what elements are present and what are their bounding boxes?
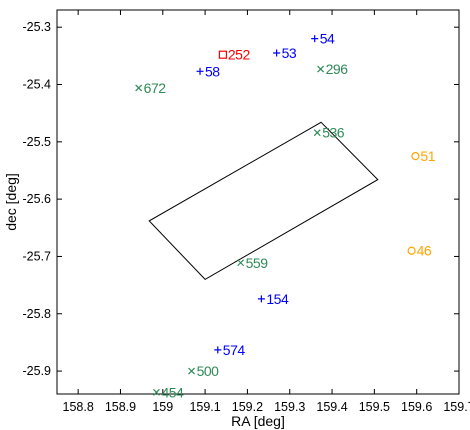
- x-axis-label: RA [deg]: [231, 413, 285, 429]
- x-tick-label: 159.7: [443, 400, 470, 414]
- point-label: 454: [161, 384, 184, 400]
- footprint-layer: [148, 121, 379, 281]
- y-tick-label: -25.4: [23, 78, 52, 92]
- x-tick-label: 158.8: [63, 400, 94, 414]
- data-point: 51: [411, 148, 436, 164]
- x-tick-label: 159.3: [274, 400, 305, 414]
- plus-marker: [196, 67, 204, 75]
- x-marker: [237, 259, 245, 267]
- x-marker: [317, 65, 325, 73]
- data-point: 54: [311, 31, 335, 47]
- x-tick-label: 159.2: [232, 400, 263, 414]
- data-point: 672: [135, 80, 167, 96]
- point-label: 574: [223, 342, 246, 358]
- y-tick-label: -25.5: [23, 135, 52, 149]
- y-tick-label: -25.6: [23, 192, 52, 206]
- data-point: 454: [153, 384, 185, 400]
- data-point: 296: [317, 61, 349, 77]
- x-marker: [313, 129, 321, 137]
- y-tick-label: -25.7: [23, 249, 52, 263]
- x-tick-label: 159: [152, 400, 173, 414]
- circle-marker: [407, 246, 416, 255]
- data-point: 500: [188, 363, 220, 379]
- data-point: 46: [407, 243, 432, 259]
- plus-marker: [257, 295, 265, 303]
- point-label: 296: [326, 61, 349, 77]
- point-label: 154: [266, 291, 289, 307]
- point-label: 53: [282, 45, 297, 61]
- circle-marker: [411, 152, 420, 161]
- data-point: 58: [196, 63, 221, 79]
- data-point: 559: [237, 255, 269, 271]
- data-point: 53: [273, 45, 297, 61]
- data-point: 252: [218, 47, 251, 63]
- point-label: 46: [417, 243, 432, 259]
- x-marker: [135, 84, 143, 92]
- point-label: 54: [320, 31, 335, 47]
- point-label: 252: [228, 47, 251, 63]
- ticks: 158.8 158.9 159 159.1 159.2 159.3 159.4 159.5 15…: [23, 10, 470, 414]
- x-tick-label: 159.1: [189, 400, 220, 414]
- y-axis-label: dec [deg]: [3, 173, 19, 231]
- x-tick-label: 158.9: [105, 400, 136, 414]
- point-label: 58: [205, 63, 220, 79]
- plus-marker: [311, 35, 319, 43]
- point-label: 559: [246, 255, 269, 271]
- point-label: 672: [144, 80, 167, 96]
- x-tick-label: 159.6: [401, 400, 432, 414]
- point-label: 51: [420, 148, 435, 164]
- x-marker: [188, 367, 195, 375]
- point-label: 500: [197, 363, 220, 379]
- plus-marker: [273, 49, 281, 57]
- data-point: 536: [313, 125, 345, 141]
- plot-area: [56, 9, 460, 395]
- y-tick-label: -25.9: [23, 364, 52, 378]
- y-tick-label: -25.8: [23, 307, 52, 321]
- data-point: 574: [214, 342, 246, 358]
- points-layer: 252 53 54 58 154 574 296 672 536 559 500 454 51 46: [135, 31, 436, 400]
- x-tick-label: 159.4: [316, 400, 347, 414]
- y-tick-label: -25.3: [23, 20, 52, 34]
- square-marker: [218, 50, 227, 59]
- point-label: 536: [322, 125, 345, 141]
- x-tick-label: 159.5: [359, 400, 390, 414]
- data-point: 154: [257, 291, 289, 307]
- plus-marker: [214, 346, 222, 354]
- footprint-polygon: [148, 121, 379, 281]
- x-marker: [153, 388, 160, 396]
